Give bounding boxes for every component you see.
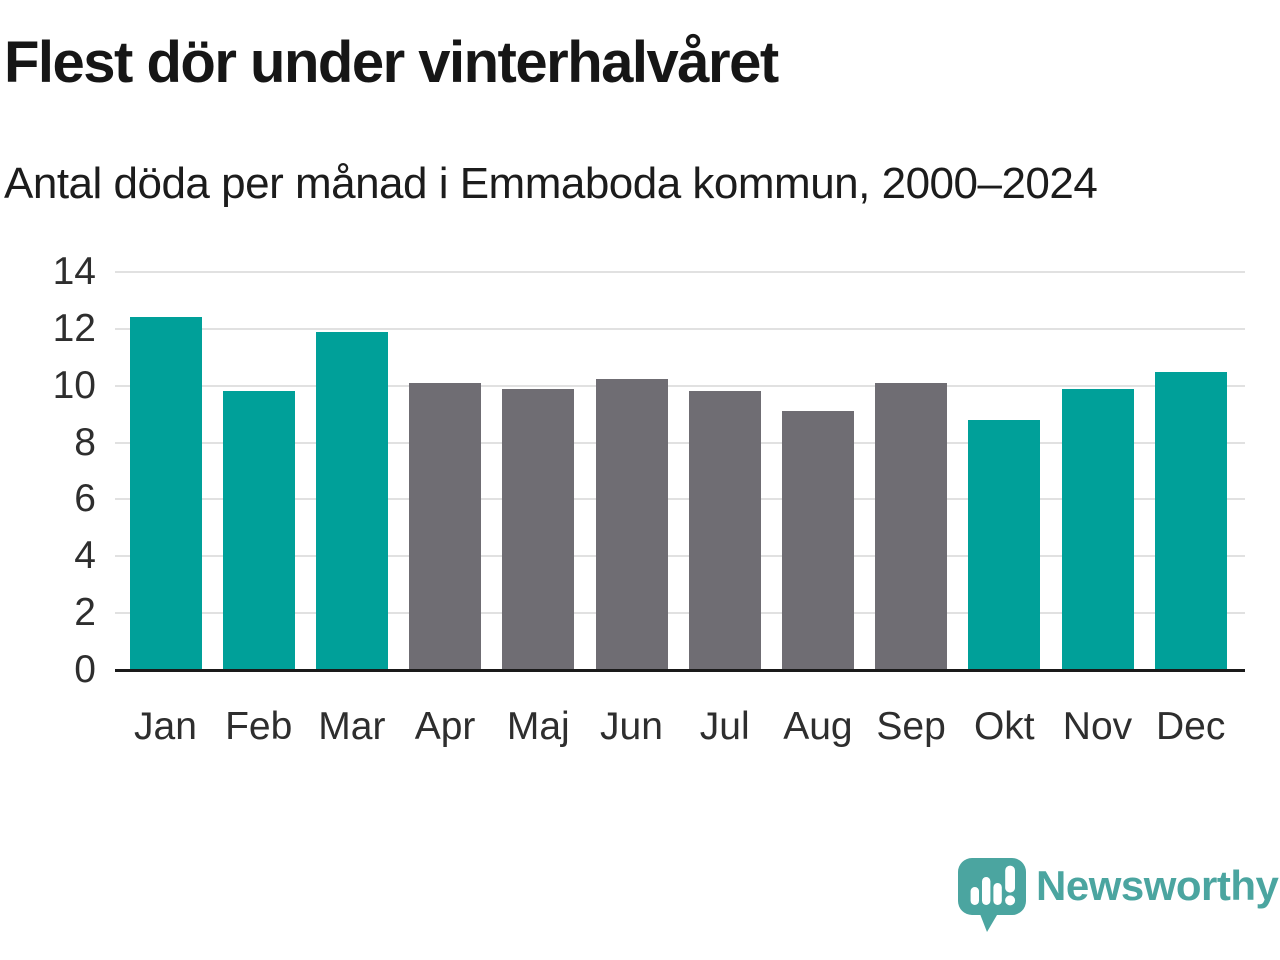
y-tick-label-2: 2 bbox=[74, 591, 96, 635]
bar-aug bbox=[781, 411, 854, 670]
chart-subtitle: Antal döda per månad i Emmaboda kommun, … bbox=[4, 159, 1098, 208]
x-tick-label-sep: Sep bbox=[876, 705, 946, 748]
gridline-12 bbox=[115, 327, 1245, 330]
chart-title: Flest dör under vinterhalvåret bbox=[4, 30, 779, 95]
x-tick-label-apr: Apr bbox=[414, 705, 476, 748]
gridline-8 bbox=[115, 441, 1245, 444]
bar-jan bbox=[129, 317, 202, 670]
bar-maj bbox=[502, 388, 575, 670]
y-tick-label-12: 12 bbox=[52, 306, 96, 350]
gridline-6 bbox=[115, 498, 1245, 501]
x-tick-label-aug: Aug bbox=[783, 705, 853, 748]
bar-nov bbox=[1061, 388, 1134, 670]
x-tick-label-nov: Nov bbox=[1062, 705, 1133, 748]
x-tick-label-jul: Jul bbox=[699, 705, 750, 748]
bar-jun bbox=[595, 378, 668, 670]
bar-okt bbox=[968, 419, 1041, 670]
gridline-4 bbox=[115, 555, 1245, 558]
x-tick-label-maj: Maj bbox=[506, 705, 570, 748]
x-tick-label-jan: Jan bbox=[134, 705, 197, 748]
bar-feb bbox=[222, 391, 295, 670]
y-tick-label-0: 0 bbox=[74, 648, 96, 691]
brand-footer: Newsworthy bbox=[958, 856, 1280, 936]
gridline-14 bbox=[115, 271, 1245, 273]
x-tick-label-feb: Feb bbox=[225, 705, 293, 748]
x-tick-label-okt: Okt bbox=[973, 705, 1035, 748]
newsworthy-logo-icon bbox=[958, 858, 1026, 932]
y-tick-label-14: 14 bbox=[52, 250, 96, 293]
bar-jul bbox=[688, 391, 761, 670]
y-tick-label-8: 8 bbox=[74, 420, 96, 464]
bar-apr bbox=[409, 382, 482, 670]
y-tick-label-6: 6 bbox=[74, 477, 96, 521]
x-tick-label-jun: Jun bbox=[600, 705, 663, 748]
bar-sep bbox=[875, 382, 948, 670]
bar-dec bbox=[1154, 371, 1227, 670]
y-tick-label-10: 10 bbox=[52, 363, 96, 407]
newsworthy-wordmark: Newsworthy bbox=[1036, 862, 1279, 909]
x-axis-line bbox=[115, 669, 1245, 672]
y-tick-label-4: 4 bbox=[74, 534, 96, 578]
x-tick-label-dec: Dec bbox=[1156, 705, 1226, 748]
gridline-10 bbox=[115, 384, 1245, 387]
gridline-2 bbox=[115, 612, 1245, 615]
x-tick-label-mar: Mar bbox=[318, 705, 386, 748]
bar-mar bbox=[315, 331, 388, 670]
